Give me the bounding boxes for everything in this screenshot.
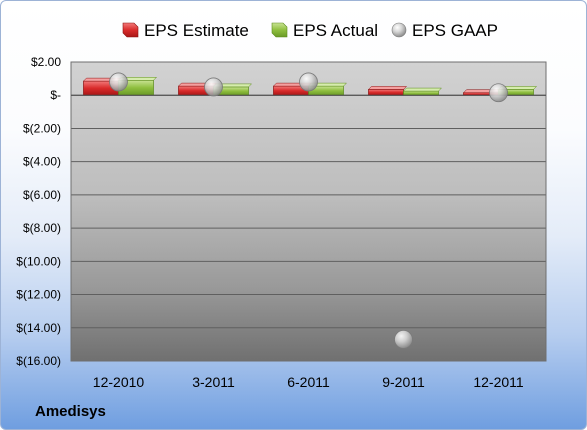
y-tick-label: $(8.00) xyxy=(23,221,61,235)
gaap-point xyxy=(299,72,318,92)
estimate-bar-top xyxy=(367,86,408,90)
legend: EPS Estimate EPS Actual EPS GAAP xyxy=(122,21,498,40)
y-tick-label: $2.00 xyxy=(31,55,61,69)
legend-swatch-gaap xyxy=(391,22,407,38)
y-tick-label: $(10.00) xyxy=(16,254,61,268)
plot-border xyxy=(70,61,547,362)
gaap-point xyxy=(109,72,128,92)
actual-bar-top xyxy=(402,87,443,92)
y-tick-label: $(12.00) xyxy=(16,288,61,302)
x-category-label: 12-2011 xyxy=(473,374,524,390)
y-axis-ticks: $2.00 $- $(2.00) $(4.00) $(6.00) $(8.00) $(10.… xyxy=(16,55,61,368)
gaap-point xyxy=(394,330,413,349)
legend-swatch-estimate xyxy=(122,22,139,38)
legend-label-actual: EPS Actual xyxy=(293,21,378,40)
x-category-label: 12-2010 xyxy=(93,374,145,390)
legend-item-estimate: EPS Estimate xyxy=(122,21,249,40)
legend-label-gaap: EPS GAAP xyxy=(412,21,498,40)
legend-label-estimate: EPS Estimate xyxy=(144,21,249,40)
legend-swatch-actual xyxy=(271,22,288,38)
y-tick-label: $(14.00) xyxy=(16,321,61,335)
y-tick-label: $(2.00) xyxy=(23,121,61,135)
gaap-point xyxy=(204,77,223,97)
gaap-points xyxy=(109,72,508,349)
plot-area xyxy=(71,62,546,361)
legend-item-gaap: EPS GAAP xyxy=(391,21,498,40)
y-tick-label: $- xyxy=(50,88,61,102)
x-category-label: 6-2011 xyxy=(287,374,330,390)
estimate-bar xyxy=(368,89,404,96)
legend-item-actual: EPS Actual xyxy=(271,21,378,40)
x-category-label: 3-2011 xyxy=(192,374,235,390)
actual-bar xyxy=(403,90,439,96)
y-tick-label: $(4.00) xyxy=(23,155,61,169)
gaap-point xyxy=(489,83,508,103)
x-category-label: 9-2011 xyxy=(382,374,425,390)
y-tick-label: $(16.00) xyxy=(16,354,61,368)
x-axis-categories: 12-2010 3-2011 6-2011 9-2011 12-2011 xyxy=(93,374,524,390)
y-tick-label: $(6.00) xyxy=(23,188,61,202)
company-label: Amedisys xyxy=(35,403,106,420)
bars xyxy=(71,77,546,96)
